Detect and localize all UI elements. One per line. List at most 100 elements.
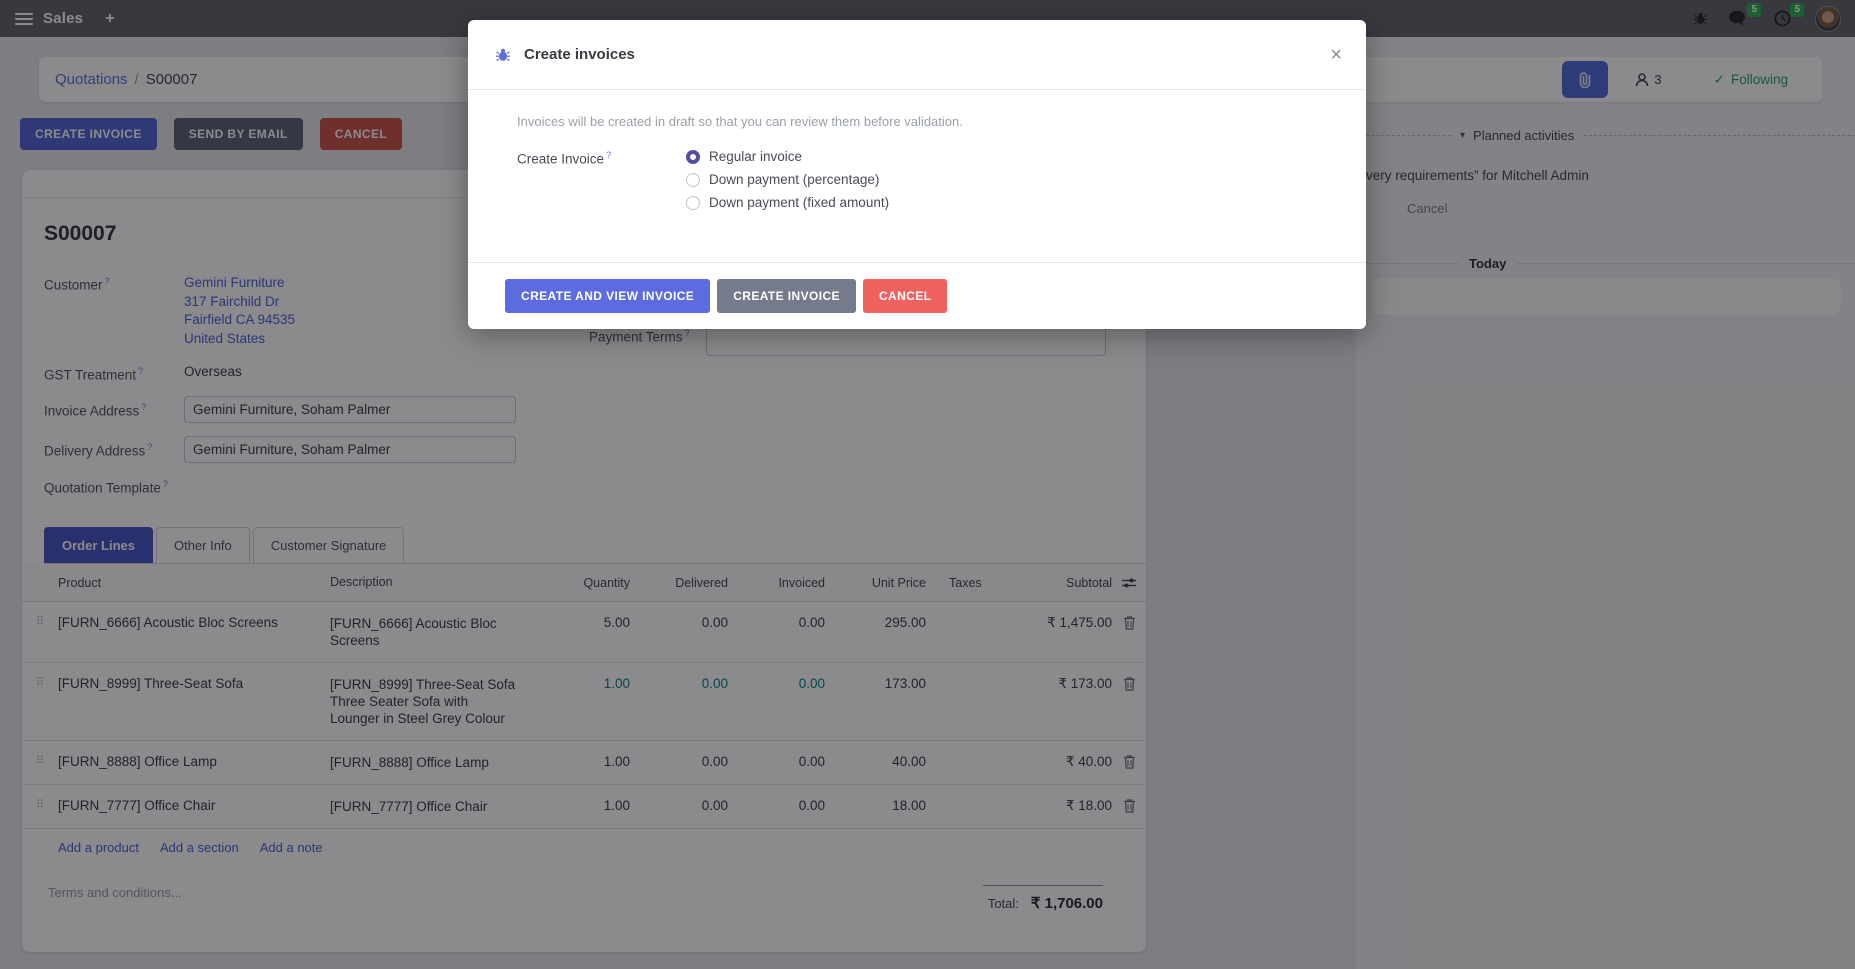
notebook-tabs: Order Lines Other Info Customer Signatur…	[44, 527, 1146, 564]
check-icon: ✓	[1713, 71, 1725, 87]
help-icon: ?	[606, 150, 612, 160]
delete-row-icon[interactable]	[1112, 741, 1146, 782]
activities-clock-icon[interactable]: 5	[1774, 3, 1804, 27]
send-by-email-button[interactable]: SEND BY EMAIL	[173, 118, 303, 150]
tab-customer-signature[interactable]: Customer Signature	[252, 527, 405, 563]
terms-and-conditions-placeholder[interactable]: Terms and conditions...	[48, 885, 182, 900]
subtotal-cell: ₹ 1,475.00	[1047, 615, 1112, 630]
breadcrumb-quotations-link[interactable]: Quotations	[55, 71, 128, 88]
table-row[interactable]: ⠿ [FURN_7777] Office Chair [FURN_7777] O…	[22, 785, 1146, 829]
product-cell[interactable]: [FURN_8888] Office Lamp	[58, 754, 217, 769]
col-quantity[interactable]: Quantity	[583, 575, 630, 590]
invoiced-cell: 0.00	[798, 676, 825, 691]
delivered-cell: 0.00	[701, 615, 728, 630]
create-invoice-field-label: Create Invoice?	[517, 150, 612, 167]
radio-unselected-icon[interactable]	[686, 172, 700, 187]
quantity-cell[interactable]: 1.00	[603, 798, 630, 813]
delete-row-icon[interactable]	[1112, 602, 1146, 643]
messages-count-badge: 5	[1747, 3, 1761, 17]
dialog-header: Create invoices ×	[468, 20, 1366, 90]
payment-terms-input[interactable]	[705, 326, 1106, 356]
add-a-note-link[interactable]: Add a note	[259, 840, 323, 855]
col-unit-price[interactable]: Unit Price	[871, 575, 926, 590]
customer-name-link[interactable]: Gemini Furniture	[184, 275, 285, 290]
customer-street-link[interactable]: 317 Fairchild Dr	[184, 293, 280, 309]
unit-price-cell[interactable]: 18.00	[892, 798, 926, 813]
quantity-cell[interactable]: 1.00	[603, 676, 630, 691]
description-cell[interactable]: [FURN_8888] Office Lamp	[330, 755, 489, 770]
drag-handle-icon[interactable]: ⠿	[35, 755, 45, 767]
chevron-down-icon[interactable]: ▾	[1460, 130, 1466, 141]
customer-country-link[interactable]: United States	[184, 330, 266, 346]
delivery-address-input[interactable]	[184, 435, 516, 463]
col-subtotal[interactable]: Subtotal	[1066, 575, 1112, 590]
customer-value: Gemini Furniture 317 Fairchild Dr Fairfi…	[184, 274, 1124, 348]
close-icon[interactable]: ×	[1330, 43, 1342, 66]
add-a-section-link[interactable]: Add a section	[159, 840, 239, 855]
breadcrumb-current: S00007	[145, 71, 198, 88]
quotation-number-title: S00007	[44, 222, 117, 245]
invoiced-cell: 0.00	[798, 615, 825, 630]
activity-cancel-button[interactable]: Cancel	[1407, 201, 1448, 216]
invoice-address-label: Invoice Address?	[44, 401, 147, 419]
unit-price-cell[interactable]: 173.00	[884, 676, 926, 691]
product-cell[interactable]: [FURN_8999] Three-Seat Sofa	[58, 676, 244, 691]
create-invoice-button[interactable]: CREATE INVOICE	[20, 118, 157, 150]
quantity-cell[interactable]: 1.00	[603, 754, 630, 769]
help-icon: ?	[138, 366, 144, 376]
drag-handle-icon[interactable]: ⠿	[35, 799, 45, 811]
drag-handle-icon[interactable]: ⠿	[35, 616, 45, 628]
tab-order-lines[interactable]: Order Lines	[44, 527, 153, 563]
col-invoiced[interactable]: Invoiced	[778, 575, 825, 590]
delivered-cell: 0.00	[701, 754, 728, 769]
customer-city-link[interactable]: Fairfield CA 94535	[184, 312, 296, 327]
attachments-button[interactable]	[1562, 61, 1609, 98]
col-product[interactable]: Product	[58, 575, 102, 590]
today-separator: Today	[1356, 256, 1855, 271]
create-and-view-invoice-button[interactable]: CREATE AND VIEW INVOICE	[505, 279, 711, 313]
paperclip-icon	[1580, 71, 1591, 88]
messages-icon[interactable]: 5	[1728, 3, 1761, 27]
radio-regular-invoice[interactable]: Regular invoice	[686, 149, 889, 164]
help-icon: ?	[147, 441, 153, 452]
radio-down-payment-percentage[interactable]: Down payment (percentage)	[686, 172, 889, 187]
invoice-type-radio-group: Regular invoice Down payment (percentage…	[686, 149, 889, 218]
quantity-cell[interactable]: 5.00	[603, 615, 630, 630]
radio-selected-icon[interactable]	[686, 149, 700, 164]
unit-price-cell[interactable]: 295.00	[884, 615, 926, 630]
cancel-quotation-button[interactable]: CANCEL	[319, 118, 403, 150]
radio-unselected-icon[interactable]	[686, 195, 700, 210]
divider	[1584, 135, 1855, 136]
table-row[interactable]: ⠿ [FURN_8888] Office Lamp [FURN_8888] Of…	[22, 741, 1146, 785]
table-row[interactable]: ⠿ [FURN_6666] Acoustic Bloc Screens [FUR…	[22, 602, 1146, 663]
delete-row-icon[interactable]	[1112, 785, 1146, 826]
delete-row-icon[interactable]	[1112, 663, 1146, 704]
add-a-product-link[interactable]: Add a product	[58, 840, 139, 855]
help-icon: ?	[141, 401, 147, 412]
col-description[interactable]: Description	[330, 575, 393, 589]
table-row[interactable]: ⠿ [FURN_8999] Three-Seat Sofa [FURN_8999…	[22, 663, 1146, 741]
following-button[interactable]: ✓ Following	[1714, 72, 1788, 88]
user-avatar[interactable]	[1815, 5, 1841, 32]
new-tab-button[interactable]: +	[105, 9, 115, 27]
tab-other-info[interactable]: Other Info	[155, 527, 250, 563]
description-cell[interactable]: [FURN_7777] Office Chair	[330, 799, 488, 814]
radio-down-payment-fixed[interactable]: Down payment (fixed amount)	[686, 195, 889, 210]
create-invoice-modal-button[interactable]: CREATE INVOICE	[717, 279, 856, 313]
cancel-modal-button[interactable]: CANCEL	[862, 279, 948, 313]
optional-columns-icon[interactable]	[1112, 567, 1146, 599]
product-cell[interactable]: [FURN_6666] Acoustic Bloc Screens	[58, 615, 278, 630]
order-lines-table: Product Description Quantity Delivered I…	[22, 564, 1146, 829]
hamburger-menu-icon[interactable]	[15, 10, 33, 28]
followers-button[interactable]: 3	[1634, 72, 1662, 88]
invoice-address-input[interactable]	[184, 395, 516, 423]
col-taxes[interactable]: Taxes	[949, 575, 982, 590]
col-delivered[interactable]: Delivered	[675, 575, 728, 590]
description-cell[interactable]: [FURN_8999] Three-Seat Sofa Three Seater…	[330, 677, 516, 726]
drag-handle-icon[interactable]: ⠿	[35, 677, 45, 689]
unit-price-cell[interactable]: 40.00	[892, 754, 926, 769]
description-cell[interactable]: [FURN_6666] Acoustic Bloc Screens	[330, 616, 497, 648]
debug-bug-icon[interactable]	[1693, 11, 1708, 26]
app-name[interactable]: Sales	[43, 10, 84, 27]
product-cell[interactable]: [FURN_7777] Office Chair	[58, 798, 216, 813]
